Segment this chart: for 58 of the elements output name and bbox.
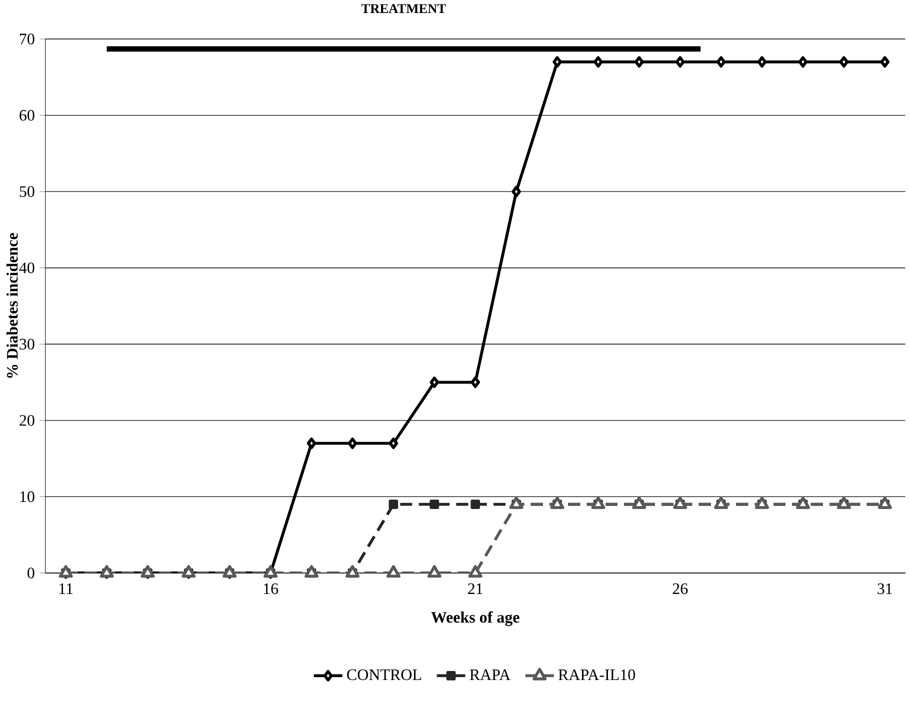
point [632,496,646,510]
point [388,500,398,510]
point [182,565,196,578]
x-tick-label: 11 [60,583,73,594]
point [470,500,480,510]
point [509,496,524,510]
point [552,56,562,68]
point [836,496,851,510]
point [675,56,685,68]
point [591,496,606,510]
point [222,565,237,578]
y-tick-label: 10 [20,491,34,502]
point [757,56,767,68]
point [880,56,890,68]
point [798,56,808,68]
point [58,565,73,578]
point [839,56,849,68]
point [430,500,440,510]
point [306,438,316,450]
text: TREATMENT [361,4,446,13]
point [345,565,360,578]
point [634,56,644,68]
y-tick-label: 70 [20,34,34,44]
point [100,565,114,578]
y-tick-label: 30 [20,338,34,350]
legend-label: RAPA [470,669,510,680]
y-tick-label: 60 [20,110,34,121]
point [468,565,482,578]
point [714,496,728,510]
point [430,376,440,388]
point [140,565,155,578]
x-tick-label: 26 [672,583,688,594]
point [673,496,688,510]
point [388,438,398,450]
point [878,496,892,510]
y-tick-label: 0 [28,568,34,578]
x-tick-label: 16 [264,583,278,594]
x-tick-label: 21 [468,583,482,594]
point [755,496,770,510]
point [512,186,521,198]
point [550,496,564,510]
y-tick-label: 50 [20,186,34,197]
point [796,496,810,510]
x-axis-title: Weeks of age [431,611,520,626]
point [594,56,603,68]
y-axis-title: % Diabetes incidence [6,233,18,378]
x-tick-label: 31 [878,583,892,594]
point [386,565,400,578]
point [264,565,278,578]
legend-label: CONTROL [347,669,422,680]
point [304,565,319,578]
legend-label: RAPA-IL10 [558,669,636,680]
point [716,56,726,68]
point [427,565,442,578]
y-tick-label: 40 [19,262,34,274]
y-tick-label: 20 [20,415,34,426]
point [348,438,358,450]
point [470,376,480,388]
